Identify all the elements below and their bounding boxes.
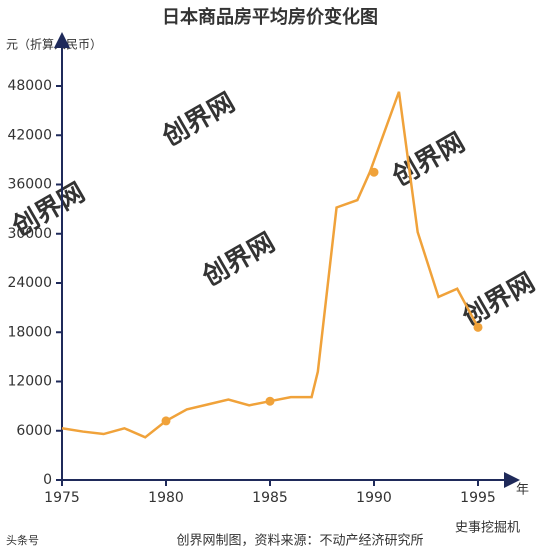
y-tick-label: 0 — [43, 472, 52, 488]
watermark: 创界网 — [387, 128, 470, 193]
x-tick-label: 1995 — [460, 490, 496, 506]
price-line — [61, 91, 480, 439]
chart-title: 日本商品房平均房价变化图 — [162, 6, 378, 28]
watermark: 创界网 — [197, 228, 280, 293]
marker — [265, 396, 275, 406]
y-tick-label: 24000 — [7, 275, 52, 291]
y-tick-label: 12000 — [7, 374, 52, 390]
logo-right: 史事挖掘机 — [455, 521, 520, 536]
x-axis-label: 年 — [516, 483, 529, 498]
marker — [161, 416, 171, 426]
y-tick-label: 42000 — [7, 127, 52, 143]
x-tick-label: 1985 — [252, 490, 288, 506]
x-tick-label: 1980 — [148, 490, 184, 506]
y-axis-label: 元（折算人民币） — [6, 37, 102, 52]
marker — [369, 167, 379, 177]
logo-left: 头条号 — [6, 533, 39, 547]
y-tick-label: 36000 — [7, 177, 52, 193]
y-tick-label: 30000 — [7, 226, 52, 242]
x-tick-label: 1990 — [356, 490, 392, 506]
watermark: 创界网 — [157, 88, 240, 153]
x-tick-label: 1975 — [44, 490, 80, 506]
y-tick-label: 48000 — [7, 78, 52, 94]
watermark: 创界网 — [457, 268, 540, 333]
y-tick-label: 6000 — [16, 423, 52, 439]
y-tick-label: 18000 — [7, 324, 52, 340]
source-note: 创界网制图，资料来源：不动产经济研究所 — [176, 534, 423, 549]
marker — [473, 322, 483, 332]
